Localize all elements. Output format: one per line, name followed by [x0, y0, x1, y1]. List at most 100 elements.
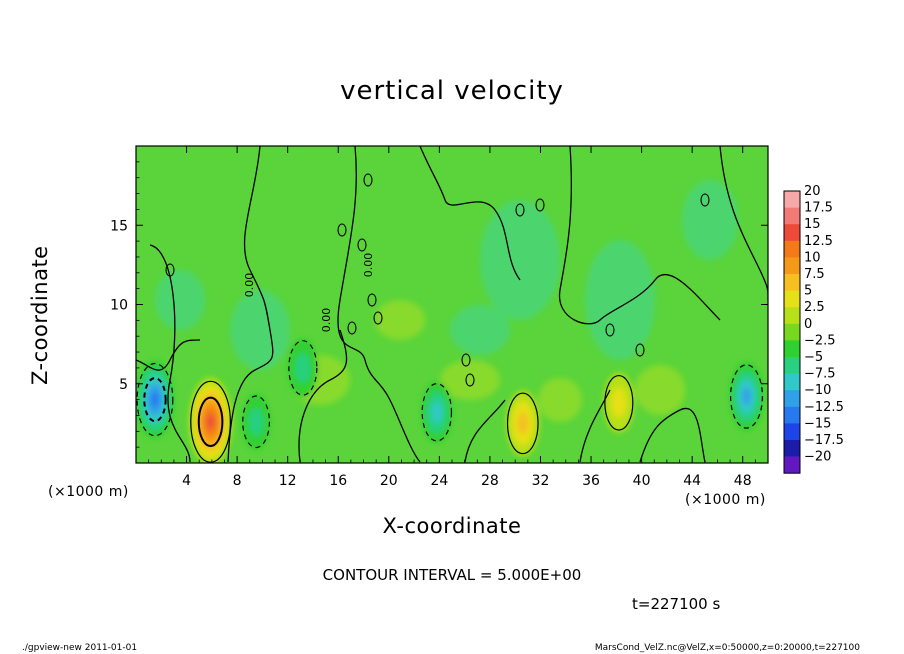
- colorbar-label: 2.5: [804, 300, 825, 315]
- field-feature: [248, 407, 264, 436]
- colorbar-swatch: [784, 423, 800, 441]
- colorbar-swatch: [784, 207, 800, 225]
- contour-loop: [165, 263, 175, 277]
- contour-line: [464, 399, 506, 463]
- field-feature: [206, 414, 215, 430]
- field-patch: [440, 360, 500, 400]
- x-axis-unit-right: (×1000 m): [685, 492, 766, 508]
- field-patch: [682, 180, 738, 260]
- x-tick-label: 28: [481, 473, 499, 489]
- colorbar-swatch: [784, 191, 800, 208]
- field-patch: [480, 200, 560, 320]
- y-tick-label: 5: [119, 377, 128, 393]
- time-label: t=227100 s: [632, 595, 721, 613]
- field-patch: [538, 378, 582, 422]
- contour-label: 0.00: [320, 308, 333, 333]
- contour-loop: [357, 238, 367, 252]
- contour-lines: [136, 146, 768, 463]
- colorbar-label: −15: [804, 416, 831, 431]
- x-tick-label: 24: [430, 473, 448, 489]
- contour-loop: [367, 293, 377, 307]
- colorbar-swatch: [784, 440, 800, 457]
- colorbar-swatch: [784, 323, 800, 341]
- contour-label: 0.00: [243, 273, 256, 298]
- contour-line: [419, 146, 521, 281]
- colorbar: 20 17.515 12.510 7.5 52.5 0−2.5 −5 −7.5−10 −12.5…: [783, 184, 844, 474]
- plot-area: 0.00 0.00 0.00: [136, 146, 768, 463]
- contour-line: [227, 146, 274, 463]
- field-feature: [151, 391, 159, 408]
- x-tick-label: 48: [734, 473, 752, 489]
- colorbar-swatch: [784, 357, 800, 374]
- contour-line: [639, 407, 706, 463]
- colorbar-label: 7.5: [804, 267, 825, 282]
- x-tick-label: 12: [279, 473, 297, 489]
- y-tick-label: 15: [110, 218, 128, 234]
- field-blobs: [136, 180, 764, 463]
- contour-loop: [465, 373, 475, 387]
- contour-ring: [729, 364, 764, 429]
- contour-loop: [515, 203, 525, 217]
- x-axis: 4 8 12 16 20 24 28 32 36 40 44 48: [148, 146, 756, 489]
- contour-line: [136, 339, 201, 371]
- contour-ring-inner: [197, 396, 224, 447]
- field-feature: [611, 387, 627, 418]
- colorbar-label: 5: [804, 284, 812, 299]
- contour-loop: [461, 353, 471, 367]
- field-patch: [585, 240, 655, 360]
- colorbar-label: 20: [804, 184, 821, 199]
- x-tick-label: 20: [380, 473, 398, 489]
- colorbar-swatch: [784, 274, 800, 291]
- colorbar-label: −7.5: [804, 367, 836, 382]
- x-axis-unit-left: (×1000 m): [48, 484, 129, 500]
- footer-right: MarsCond_VelZ.nc@VelZ,x=0:50000,z=0:2000…: [594, 643, 860, 653]
- contour-line: [559, 146, 721, 325]
- contour-ring: [190, 380, 231, 463]
- contour-ring: [421, 382, 453, 442]
- colorbar-swatch: [784, 257, 800, 275]
- contour-loop: [373, 311, 383, 325]
- colorbar-label: −17.5: [804, 433, 844, 448]
- contour-interval: CONTOUR INTERVAL = 5.000E+00: [322, 566, 582, 584]
- field-feature: [517, 412, 529, 435]
- colorbar-label: −20: [804, 450, 831, 465]
- contour-label: 0.00: [362, 253, 375, 278]
- colorbar-swatch: [784, 224, 800, 242]
- x-tick-label: 44: [683, 473, 701, 489]
- x-tick-label: 32: [532, 473, 550, 489]
- x-tick-label: 40: [633, 473, 651, 489]
- x-axis-label: X-coordinate: [382, 514, 522, 538]
- colorbar-swatch: [784, 307, 800, 325]
- field-feature: [295, 353, 311, 383]
- contour-loop: [605, 323, 615, 337]
- colorbar-label: 17.5: [804, 201, 833, 216]
- field-feature: [431, 401, 443, 423]
- colorbar-swatch: [784, 290, 800, 308]
- colorbar-label: −10: [804, 383, 831, 398]
- colorbar-label: −2.5: [804, 333, 836, 348]
- field-feature: [742, 387, 751, 406]
- x-tick-label: 36: [582, 473, 600, 489]
- colorbar-label: 12.5: [804, 234, 833, 249]
- colorbar-swatch: [784, 406, 800, 424]
- contour-ring: [136, 362, 174, 437]
- contour-line: [298, 329, 348, 463]
- colorbar-label: −5: [804, 350, 823, 365]
- x-tick-label: 16: [329, 473, 347, 489]
- field-patch: [155, 270, 205, 330]
- contour-ring: [506, 392, 539, 455]
- contour-ring-inner: [143, 377, 167, 423]
- colorbar-label: 0: [804, 317, 812, 332]
- x-tick-label: 8: [233, 473, 242, 489]
- colorbar-swatch: [784, 390, 800, 408]
- colorbar-swatch: [784, 373, 800, 391]
- x-tick-label: 4: [182, 473, 191, 489]
- contour-loop: [700, 193, 710, 207]
- contour-line: [337, 146, 421, 463]
- contour-loop: [337, 223, 347, 237]
- contour-ring: [242, 395, 271, 449]
- colorbar-label: −12.5: [804, 400, 844, 415]
- colorbar-frame: [783, 190, 801, 474]
